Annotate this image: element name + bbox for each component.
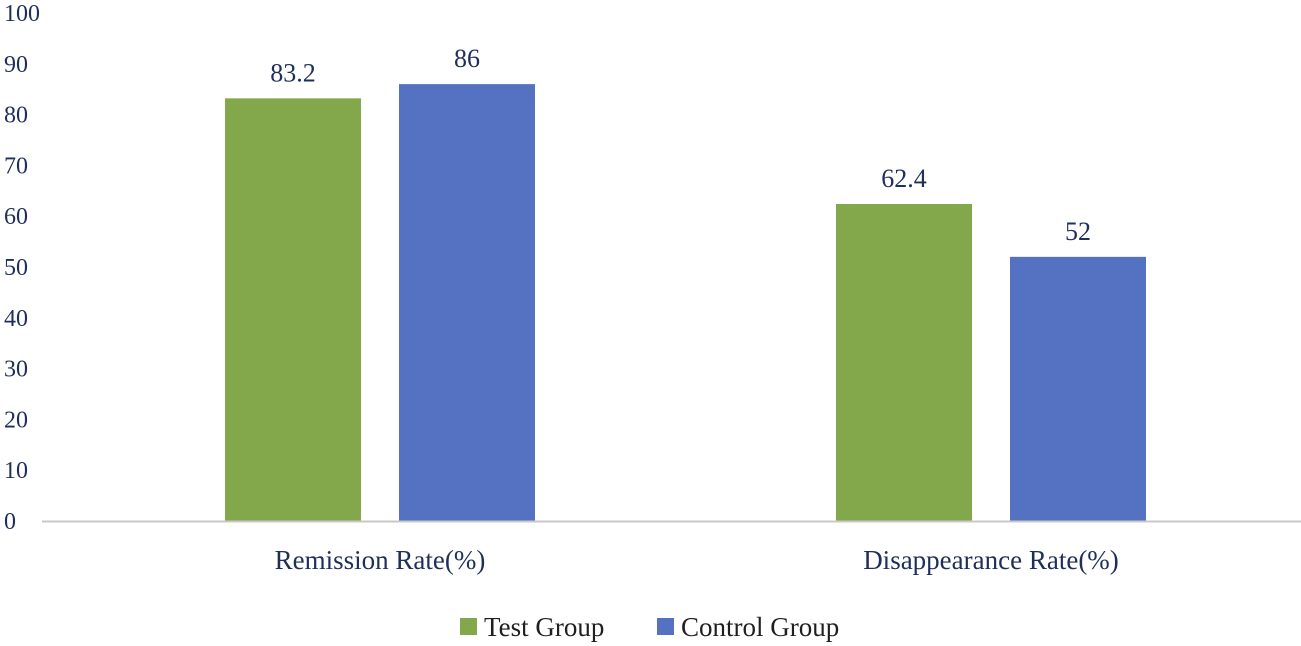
y-tick-label: 80 — [4, 103, 28, 129]
y-tick-label: 90 — [4, 52, 28, 78]
y-tick-label: 30 — [4, 357, 28, 383]
y-tick-label: 20 — [4, 407, 28, 433]
y-tick-label: 50 — [4, 255, 28, 281]
x-category-label: Remission Rate(%) — [275, 545, 486, 575]
x-category-label: Disappearance Rate(%) — [863, 545, 1119, 575]
legend-swatch — [657, 618, 674, 635]
y-tick-label: 100 — [4, 1, 40, 27]
bar-value-label: 62.4 — [881, 164, 927, 193]
legend: Test Group Control Group — [460, 612, 839, 642]
bar-value-label: 86 — [454, 44, 480, 73]
bar-test-group — [836, 204, 972, 521]
data-labels: 83.2 86 62.4 52 — [270, 44, 1091, 246]
bars — [225, 84, 1146, 522]
y-tick-label: 70 — [4, 153, 28, 179]
bar-control-group — [399, 84, 535, 522]
legend-item-control-group: Control Group — [657, 612, 839, 642]
bar-control-group — [1010, 256, 1146, 521]
bar-value-label: 83.2 — [270, 58, 316, 87]
legend-label: Control Group — [681, 612, 839, 642]
legend-swatch — [460, 618, 477, 635]
bar-test-group — [225, 98, 361, 522]
bar-value-label: 52 — [1065, 217, 1091, 246]
y-tick-label: 10 — [4, 458, 28, 484]
legend-item-test-group: Test Group — [460, 612, 604, 642]
legend-label: Test Group — [484, 612, 604, 642]
y-tick-label: 60 — [4, 204, 28, 230]
y-tick-label: 0 — [4, 509, 16, 535]
x-axis-category-labels: Remission Rate(%) Disappearance Rate(%) — [275, 545, 1119, 575]
y-tick-label: 40 — [4, 306, 28, 332]
y-axis-ticks: 0 10 20 30 40 50 60 70 80 90 100 — [4, 1, 40, 535]
